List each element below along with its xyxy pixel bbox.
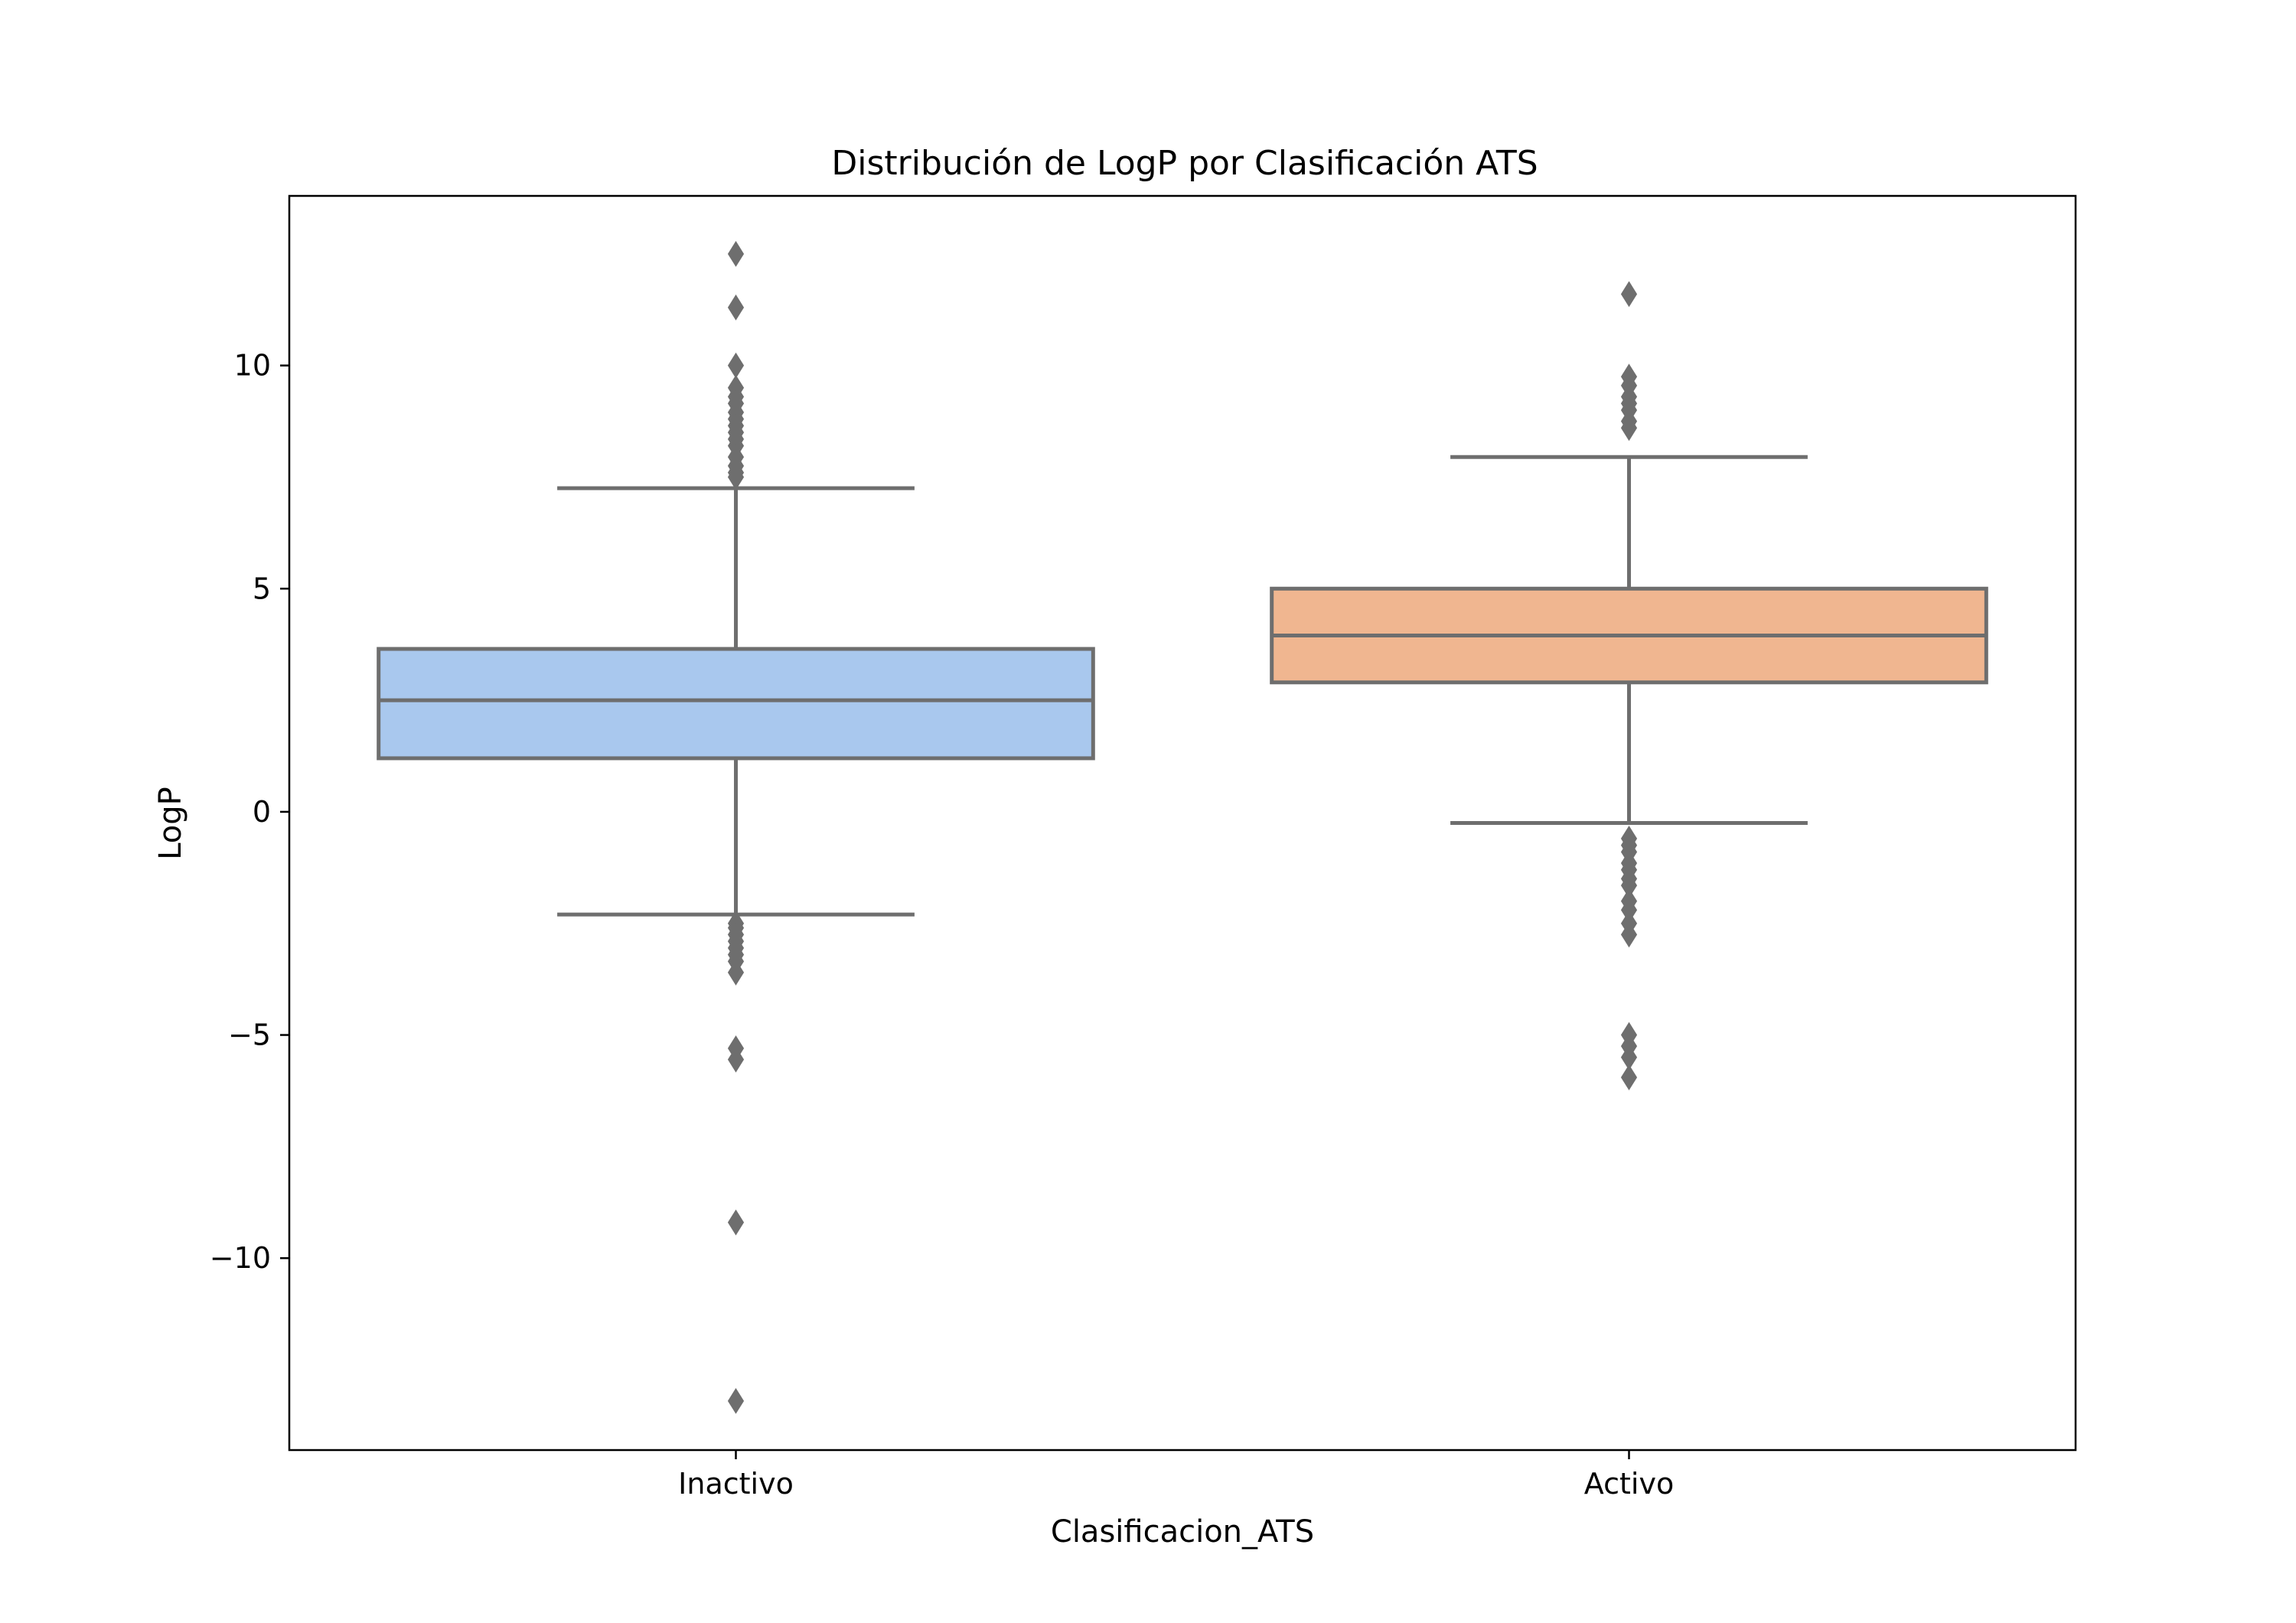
y-axis: −10 −5 0 5 10 [210,349,289,1275]
x-tick-label: Inactivo [678,1467,794,1501]
y-tick-label: −5 [228,1018,271,1052]
y-tick-label: 10 [234,349,271,383]
outlier-point [727,1209,745,1236]
plot-area [377,240,1988,1414]
outlier-point [727,1046,745,1073]
chart-title: Distribución de LogP por Clasificación A… [831,144,1538,183]
box-group-activo [1270,281,1988,1090]
outlier-point [1620,1064,1638,1090]
y-tick-label: −10 [210,1241,271,1275]
outlier-point [1620,415,1638,442]
box-group-inactivo [377,240,1095,1414]
outlier-point [727,959,745,986]
outlier-point [727,464,745,490]
x-tick-label: Activo [1584,1467,1674,1501]
axes-frame [288,194,2077,1452]
y-axis-label: LogP [153,787,188,860]
x-axis: Inactivo Activo [678,1450,1674,1501]
outlier-point [727,1387,745,1414]
x-axis-label: Clasificacion_ATS [1051,1514,1314,1550]
box-iqr [377,647,1095,761]
outlier-point [727,294,745,321]
y-tick-label: 0 [253,795,271,829]
outlier-point [1620,281,1638,308]
outlier-point [1620,921,1638,948]
y-tick-label: 5 [253,572,271,605]
outlier-point [727,240,745,267]
